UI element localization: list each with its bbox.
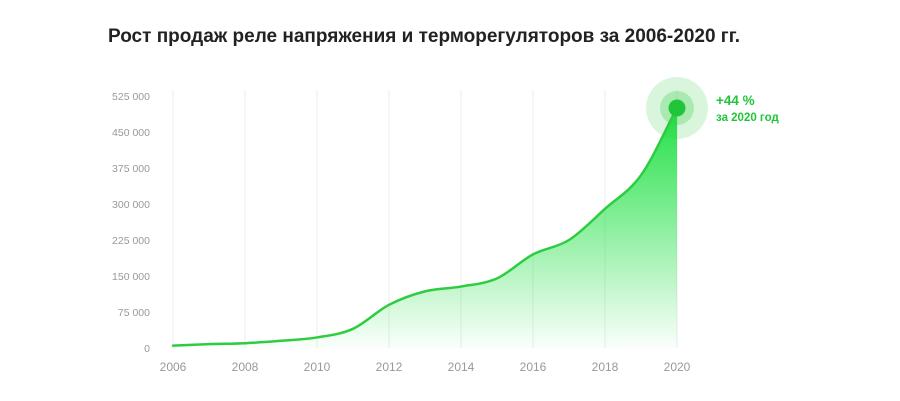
chart-title: Рост продаж реле напряжения и терморегул… [108, 26, 741, 47]
x-tick-label: 2006 [160, 360, 187, 374]
x-tick-label: 2010 [304, 360, 331, 374]
y-tick-label: 525 000 [112, 91, 150, 103]
annotation-value: +44 % [716, 93, 755, 108]
x-tick-label: 2018 [592, 360, 619, 374]
data-point [207, 342, 211, 346]
y-tick-label: 150 000 [112, 271, 150, 283]
y-axis: 0 75 000 150 000 225 000 300 000 375 000 450 0… [112, 91, 150, 355]
annotation-caption: за 2020 год [716, 112, 779, 124]
data-point [423, 289, 427, 293]
data-point [243, 341, 247, 345]
marker-layer [171, 77, 708, 348]
area-layer [171, 106, 679, 348]
endpoint-marker [668, 99, 686, 117]
data-point [315, 335, 319, 339]
y-tick-label: 225 000 [112, 235, 150, 247]
y-tick-label: 0 [144, 343, 150, 355]
x-tick-label: 2016 [520, 360, 547, 374]
x-tick-label: 2020 [664, 360, 691, 374]
y-tick-label: 300 000 [112, 199, 150, 211]
y-tick-label: 75 000 [118, 307, 150, 319]
x-tick-label: 2012 [376, 360, 403, 374]
data-point [387, 303, 391, 307]
data-point [603, 207, 607, 211]
data-point [495, 276, 499, 280]
data-point [171, 344, 175, 348]
data-point [639, 173, 643, 177]
x-axis: 2006 2008 2010 2012 2014 2016 2018 2020 [160, 360, 691, 374]
data-point [531, 252, 535, 256]
x-tick-label: 2008 [232, 360, 259, 374]
y-tick-label: 450 000 [112, 127, 150, 139]
data-point [459, 285, 463, 289]
sales-area [173, 108, 677, 348]
annotation: +44 % за 2020 год [716, 93, 779, 124]
data-point [567, 238, 571, 242]
sales-line [171, 106, 679, 347]
x-tick-label: 2014 [448, 360, 475, 374]
data-point [351, 327, 355, 331]
data-point [279, 339, 283, 343]
y-tick-label: 375 000 [112, 163, 150, 175]
